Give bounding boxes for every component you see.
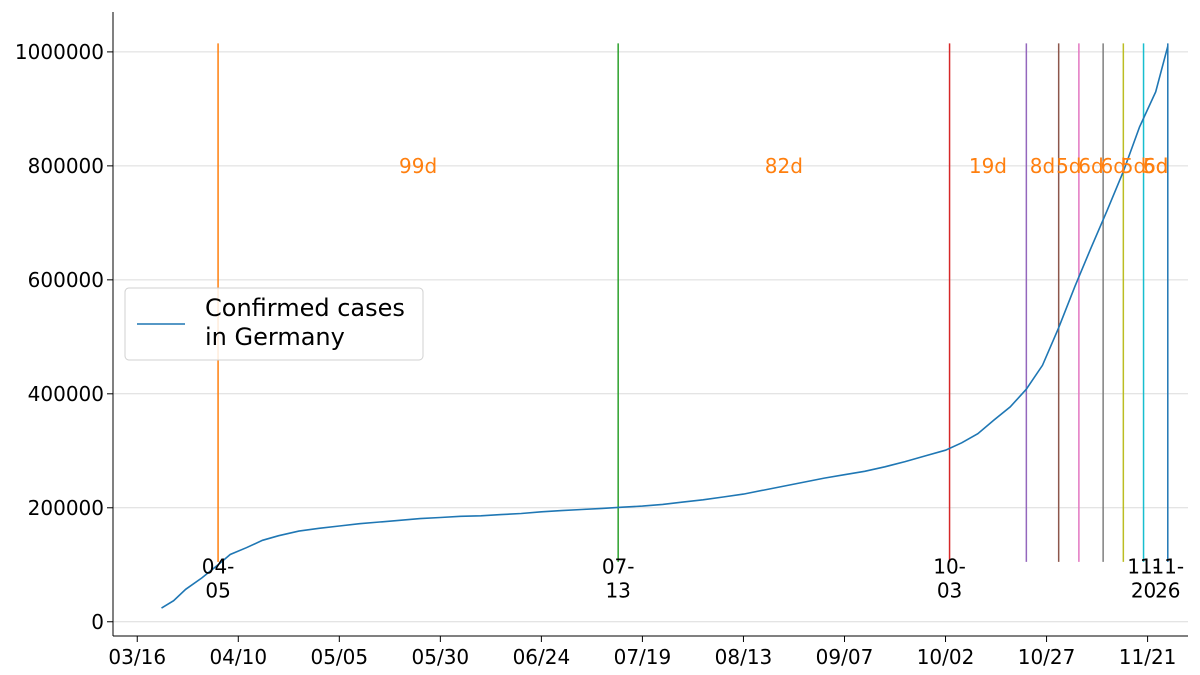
- y-axis-ticks: 0 200000 400000 600000 800000 1000000: [15, 40, 113, 634]
- x-tick-label: 07/19: [614, 645, 672, 669]
- x-tick-label: 04/10: [209, 645, 267, 669]
- series-line: [161, 45, 1169, 609]
- marker-date-label: 11-26: [1151, 554, 1184, 602]
- marker-lines: [217, 43, 1169, 562]
- marker-date-label: 04-05: [202, 554, 235, 602]
- interval-label: 5d: [1143, 154, 1168, 178]
- x-tick-label: 11/21: [1119, 645, 1177, 669]
- y-tick-label: 1000000: [15, 40, 104, 64]
- interval-label: 5d: [1121, 154, 1146, 178]
- interval-label: 5d: [1056, 154, 1081, 178]
- interval-label: 19d: [969, 154, 1007, 178]
- x-tick-label: 03/16: [108, 645, 166, 669]
- x-tick-label: 05/30: [412, 645, 470, 669]
- interval-label: 8d: [1030, 154, 1055, 178]
- legend-box: [124, 287, 424, 361]
- axes: [112, 12, 1188, 637]
- interval-label: 82d: [765, 154, 803, 178]
- legend: Confirmed cases in Germany: [124, 287, 424, 361]
- y-tick-label: 800000: [28, 154, 104, 178]
- x-axis-ticks: 03/16 04/10 05/05 05/30 06/24 07/19 08/13 09/07…: [108, 636, 1176, 669]
- interval-label: 6d: [1143, 154, 1168, 178]
- x-tick-label: 05/05: [310, 645, 368, 669]
- y-tick-label: 0: [91, 610, 104, 634]
- interval-label: 99d: [399, 154, 437, 178]
- x-tick-label: 10/02: [917, 645, 975, 669]
- y-tick-label: 200000: [28, 496, 104, 520]
- y-gridlines: [113, 51, 1188, 623]
- marker-date-label: 10-03: [933, 554, 966, 602]
- series-group: [161, 45, 1169, 609]
- marker-date-label: 11-20: [1127, 554, 1160, 602]
- interval-label: 6d: [1101, 154, 1126, 178]
- marker-date-label: 07-13: [602, 554, 635, 602]
- y-tick-label: 400000: [28, 382, 104, 406]
- x-tick-label: 06/24: [513, 645, 571, 669]
- y-tick-label: 600000: [28, 268, 104, 292]
- x-tick-label: 08/13: [715, 645, 773, 669]
- legend-entry: Confirmed cases in Germany: [205, 294, 405, 351]
- x-tick-label: 10/27: [1018, 645, 1076, 669]
- x-tick-label: 09/07: [816, 645, 874, 669]
- interval-label: 6d: [1078, 154, 1103, 178]
